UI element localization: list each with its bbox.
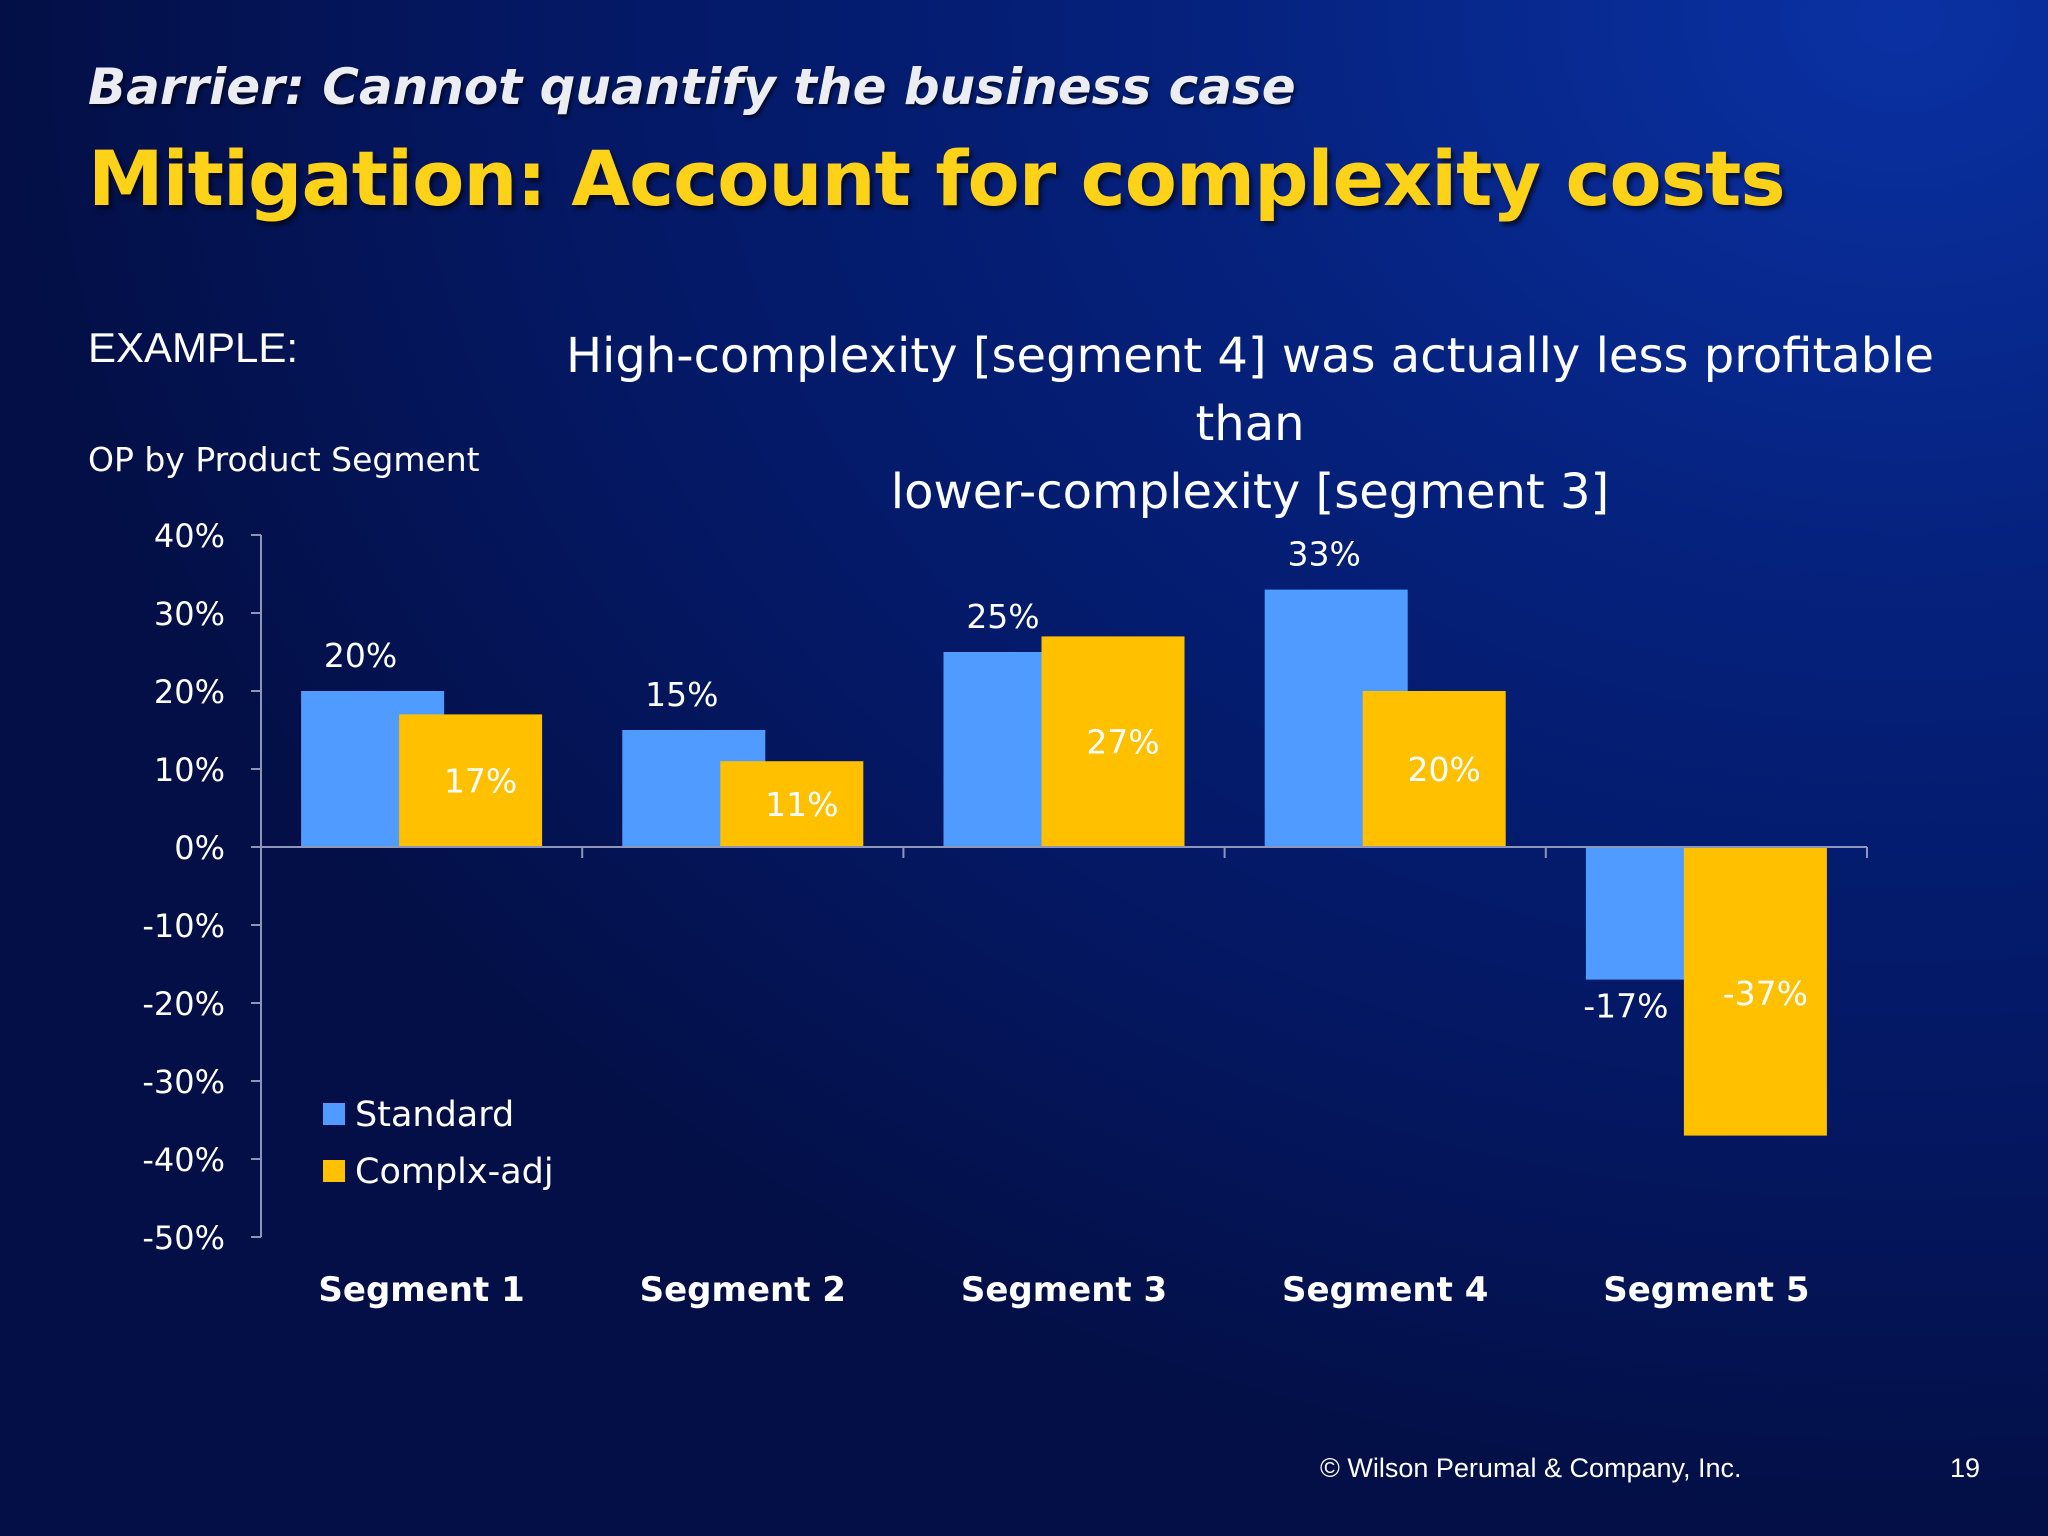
y-tick-label: 30%: [154, 595, 225, 633]
legend-label-standard: Standard: [355, 1095, 514, 1135]
bar-complx-adj: [399, 714, 543, 847]
data-label-standard: 20%: [324, 636, 397, 675]
x-category-label: Segment 2: [640, 1270, 846, 1310]
data-label-standard: 33%: [1288, 535, 1361, 574]
x-category-label: Segment 4: [1282, 1270, 1488, 1310]
legend-swatch-standard: [323, 1103, 345, 1125]
data-label-complx-adj: 17%: [444, 762, 517, 801]
data-label-complx-adj: -37%: [1723, 974, 1808, 1013]
x-category-label: Segment 5: [1603, 1270, 1809, 1310]
legend-swatch-complx-adj: [323, 1160, 345, 1182]
bar-complx-adj: [720, 761, 864, 847]
headline-line-2: lower-complexity [segment 3]: [890, 464, 1610, 520]
y-tick-label: -50%: [142, 1219, 225, 1257]
legend-label-complx-adj: Complx-adj: [355, 1152, 554, 1192]
headline-line-1: High-complexity [segment 4] was actually…: [565, 328, 1935, 452]
y-tick-label: 0%: [174, 829, 225, 867]
y-tick-label: 10%: [154, 751, 225, 789]
slide-title: Mitigation: Account for complexity costs: [88, 134, 1786, 223]
y-tick-label: 20%: [154, 673, 225, 711]
y-tick-label: -20%: [142, 985, 225, 1023]
slide-subtitle: Barrier: Cannot quantify the business ca…: [88, 58, 1296, 116]
data-label-standard: -17%: [1583, 987, 1668, 1026]
chart-title: OP by Product Segment: [88, 440, 480, 479]
x-category-label: Segment 1: [318, 1270, 524, 1310]
bar-complx-adj: [1683, 847, 1827, 1136]
bar-complx-adj: [1041, 636, 1185, 847]
headline: High-complexity [segment 4] was actually…: [510, 322, 1990, 526]
y-tick-label: -40%: [142, 1141, 225, 1179]
bar-complx-adj: [1362, 691, 1506, 847]
data-label-standard: 15%: [645, 675, 718, 714]
data-label-standard: 25%: [966, 597, 1039, 636]
y-tick-label: 40%: [154, 517, 225, 555]
data-label-complx-adj: 20%: [1408, 750, 1481, 789]
data-label-complx-adj: 11%: [765, 785, 838, 824]
example-label: EXAMPLE:: [88, 324, 299, 371]
y-tick-label: -30%: [142, 1063, 225, 1101]
x-category-label: Segment 3: [961, 1270, 1167, 1310]
page-number: 19: [1950, 1453, 1981, 1483]
y-tick-label: -10%: [142, 907, 225, 945]
copyright-footer: © Wilson Perumal & Company, Inc.: [1320, 1453, 1742, 1483]
data-label-complx-adj: 27%: [1086, 723, 1159, 762]
